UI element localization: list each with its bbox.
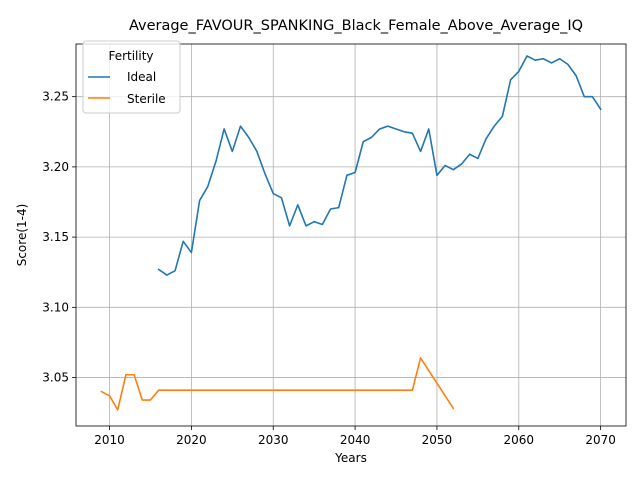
x-tick-label: 2030 xyxy=(258,433,289,447)
x-tick-label: 2040 xyxy=(340,433,371,447)
y-tick-label: 3.15 xyxy=(42,230,69,244)
x-tick-label: 2020 xyxy=(176,433,207,447)
legend-label-ideal: Ideal xyxy=(127,70,156,84)
y-tick-label: 3.20 xyxy=(42,160,69,174)
y-axis-ticks: 3.05 3.10 3.15 3.20 3.25 xyxy=(42,90,76,385)
y-axis-label: Score(1-4) xyxy=(15,204,29,267)
series-line-ideal xyxy=(157,55,602,276)
chart-title: Average_FAVOUR_SPANKING_Black_Female_Abo… xyxy=(129,18,583,34)
x-tick-label: 2070 xyxy=(585,433,616,447)
legend-title: Fertility xyxy=(108,49,153,63)
x-tick-label: 2060 xyxy=(504,433,535,447)
grid xyxy=(76,44,626,426)
y-tick-label: 3.10 xyxy=(42,300,69,314)
series-lines xyxy=(100,55,602,411)
series-line-sterile xyxy=(100,357,455,411)
x-axis-ticks: 2010 2020 2030 2040 2050 2060 2070 xyxy=(94,426,616,447)
plot-frame xyxy=(75,43,627,427)
legend-box xyxy=(82,40,181,114)
x-tick-label: 2010 xyxy=(94,433,125,447)
legend: Fertility Ideal Sterile xyxy=(82,40,181,114)
x-axis-label: Years xyxy=(334,451,367,465)
y-tick-label: 3.05 xyxy=(42,371,69,385)
y-tick-label: 3.25 xyxy=(42,90,69,104)
legend-label-sterile: Sterile xyxy=(127,92,166,106)
x-tick-label: 2050 xyxy=(422,433,453,447)
